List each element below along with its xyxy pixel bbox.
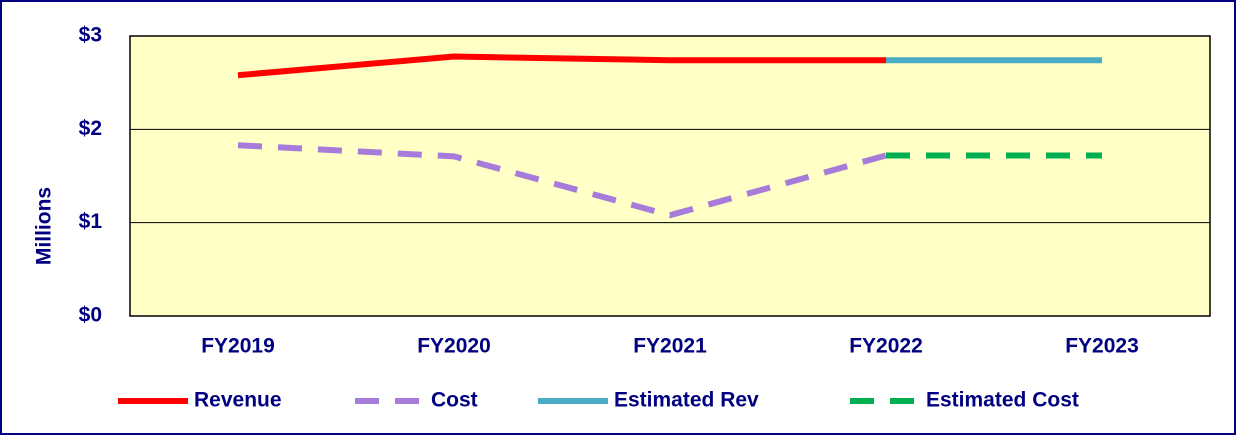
y-tick-label: $2 xyxy=(79,117,102,140)
series-line xyxy=(237,142,887,219)
legend-label: Cost xyxy=(431,389,478,412)
y-tick-label: $1 xyxy=(79,210,103,233)
plot-border xyxy=(129,35,1211,317)
x-tick-label: FY2020 xyxy=(417,335,491,358)
y-axis-label: Millions xyxy=(33,187,56,265)
x-tick-label: FY2022 xyxy=(849,335,923,358)
plot-area xyxy=(130,36,1210,316)
x-tick-label: FY2021 xyxy=(633,335,707,358)
y-tick-label: $3 xyxy=(79,24,102,47)
legend-label: Revenue xyxy=(194,389,282,412)
legend-label: Estimated Rev xyxy=(614,389,759,412)
legend-label: Estimated Cost xyxy=(926,389,1079,412)
x-tick-label: FY2019 xyxy=(201,335,275,358)
x-tick-label: FY2023 xyxy=(1065,335,1139,358)
y-tick-label: $0 xyxy=(79,304,102,327)
series-line xyxy=(237,53,886,79)
